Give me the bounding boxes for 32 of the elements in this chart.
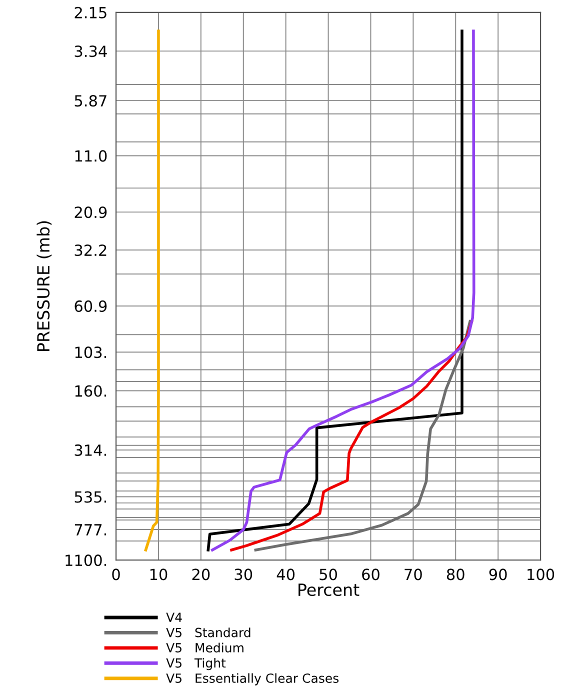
x-tick-label: 90	[489, 568, 507, 580]
legend-label: V5 Medium	[166, 642, 244, 652]
y-tick-label: 3.34	[74, 46, 107, 58]
legend-label: V4	[166, 612, 182, 622]
x-tick-label: 0	[112, 568, 120, 580]
x-tick-label: 60	[362, 568, 380, 580]
x-tick-label: 30	[234, 568, 252, 580]
y-tick-label: 103.	[75, 346, 106, 358]
line-series	[144, 30, 160, 552]
x-tick-label: 50	[320, 568, 337, 580]
y-tick-label: 32.2	[74, 244, 106, 256]
x-tick-label: 10	[150, 568, 168, 580]
y-tick-label: 11.0	[75, 150, 107, 162]
legend-label: V5 Essentially Clear Cases	[166, 673, 339, 686]
x-tick-label: 100	[528, 568, 554, 580]
y-tick-label: 5.87	[74, 95, 106, 107]
y-axis-title: PRESSURE (mb)	[36, 221, 52, 351]
y-tick-label: 535.	[74, 491, 106, 503]
x-axis-title: Percent	[298, 584, 360, 596]
y-tick-label: 777.	[74, 524, 106, 536]
y-tick-label: 2.15	[74, 6, 106, 18]
y-tick-label: 1100.	[66, 554, 106, 566]
y-tick-label: 60.9	[74, 300, 107, 312]
legend-label: V5 Tight	[166, 658, 226, 670]
y-tick-label: 314.	[74, 444, 106, 456]
x-tick-label: 40	[276, 568, 295, 580]
legend-label: V5 Standard	[166, 628, 250, 638]
x-tick-label: 70	[404, 568, 422, 580]
x-tick-label: 20	[192, 568, 210, 580]
y-tick-label: 160.	[75, 385, 106, 397]
x-tick-label: 80	[446, 568, 464, 580]
y-tick-label: 20.9	[74, 206, 107, 218]
